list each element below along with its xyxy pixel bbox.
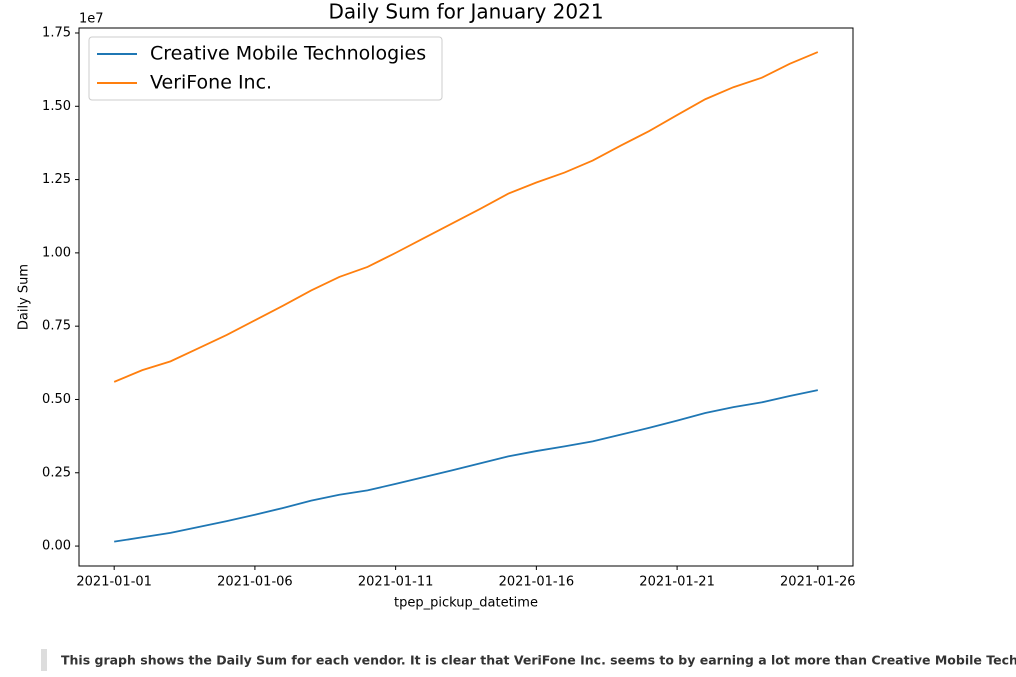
x-tick-label: 2021-01-06 [217, 575, 293, 590]
legend-label: Creative Mobile Technologies [150, 43, 426, 65]
x-tick-label: 2021-01-26 [780, 575, 856, 590]
line-series [113, 51, 819, 383]
plot-frame [78, 27, 854, 567]
y-tick-label: 1.25 [42, 172, 71, 187]
x-tick-label: 2021-01-16 [499, 575, 575, 590]
y-tick-label: 0.75 [42, 319, 71, 334]
x-tick-label: 2021-01-21 [639, 575, 715, 590]
y-tick-label: 0.25 [42, 465, 71, 480]
x-axis-label: tpep_pickup_datetime [394, 596, 538, 611]
y-offset-label: 1e7 [79, 12, 104, 27]
legend-label: VeriFone Inc. [150, 72, 272, 94]
y-tick-label: 0.00 [42, 539, 71, 554]
y-tick-label: 1.50 [42, 99, 71, 114]
y-axis-label: Daily Sum [17, 264, 32, 330]
y-tick-label: 1.00 [42, 245, 71, 260]
legend-box [88, 36, 443, 101]
x-tick-label: 2021-01-11 [358, 575, 434, 590]
chart-title: Daily Sum for January 2021 [328, 0, 603, 24]
y-tick-label: 1.75 [42, 25, 71, 40]
caption-bar [41, 649, 47, 671]
x-tick-label: 2021-01-01 [76, 575, 152, 590]
line-series [114, 389, 819, 543]
y-tick-label: 0.50 [42, 392, 71, 407]
caption: This graph shows the Daily Sum for each … [61, 653, 1016, 668]
